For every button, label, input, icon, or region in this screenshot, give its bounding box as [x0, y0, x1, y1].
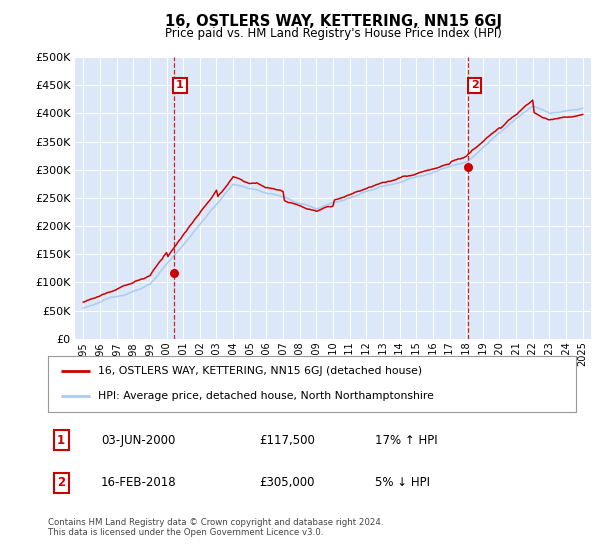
- Text: HPI: Average price, detached house, North Northamptonshire: HPI: Average price, detached house, Nort…: [98, 391, 434, 402]
- Text: Contains HM Land Registry data © Crown copyright and database right 2024.
This d: Contains HM Land Registry data © Crown c…: [48, 518, 383, 538]
- Text: 1: 1: [57, 434, 65, 447]
- Text: 16, OSTLERS WAY, KETTERING, NN15 6GJ (detached house): 16, OSTLERS WAY, KETTERING, NN15 6GJ (de…: [98, 366, 422, 376]
- Text: £117,500: £117,500: [259, 434, 315, 447]
- Text: £305,000: £305,000: [259, 477, 315, 489]
- Text: 2: 2: [470, 80, 478, 90]
- Text: 1: 1: [176, 80, 184, 90]
- Text: 5% ↓ HPI: 5% ↓ HPI: [376, 477, 430, 489]
- Text: 16, OSTLERS WAY, KETTERING, NN15 6GJ: 16, OSTLERS WAY, KETTERING, NN15 6GJ: [164, 14, 502, 29]
- Text: 03-JUN-2000: 03-JUN-2000: [101, 434, 175, 447]
- Text: Price paid vs. HM Land Registry's House Price Index (HPI): Price paid vs. HM Land Registry's House …: [164, 27, 502, 40]
- Text: 17% ↑ HPI: 17% ↑ HPI: [376, 434, 438, 447]
- Text: 16-FEB-2018: 16-FEB-2018: [101, 477, 176, 489]
- Text: 2: 2: [57, 477, 65, 489]
